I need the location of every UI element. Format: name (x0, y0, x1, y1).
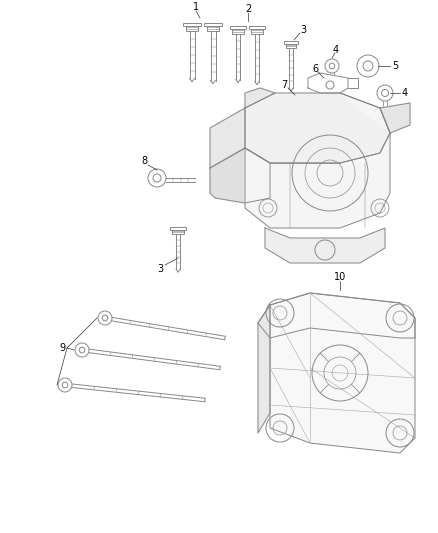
Polygon shape (258, 293, 415, 338)
Polygon shape (245, 93, 390, 228)
Text: 10: 10 (334, 272, 346, 282)
Bar (284, 41, 298, 44)
Polygon shape (210, 148, 270, 203)
Text: 6: 6 (312, 64, 318, 74)
Polygon shape (210, 108, 245, 168)
Polygon shape (245, 88, 275, 108)
Bar (173, 230, 184, 234)
Bar (207, 26, 219, 30)
Text: 5: 5 (392, 61, 398, 71)
Text: 9: 9 (59, 343, 65, 353)
Text: 4: 4 (402, 88, 408, 98)
Text: 8: 8 (141, 156, 147, 166)
Text: 3: 3 (300, 25, 306, 35)
Bar (230, 26, 246, 28)
Polygon shape (380, 103, 410, 133)
Text: 1: 1 (193, 2, 199, 12)
Text: 3: 3 (157, 264, 163, 274)
Polygon shape (258, 305, 270, 433)
Bar (286, 44, 296, 48)
Bar (249, 26, 265, 28)
Bar (251, 28, 263, 34)
Text: 7: 7 (281, 80, 287, 90)
Polygon shape (308, 73, 348, 93)
Text: 2: 2 (245, 4, 251, 14)
Bar (204, 23, 222, 26)
Text: 4: 4 (333, 45, 339, 55)
Polygon shape (270, 293, 415, 453)
Polygon shape (245, 93, 390, 163)
Polygon shape (265, 228, 385, 263)
Bar (170, 227, 186, 230)
Bar (186, 26, 198, 30)
Bar (232, 28, 244, 34)
Bar (183, 23, 201, 26)
